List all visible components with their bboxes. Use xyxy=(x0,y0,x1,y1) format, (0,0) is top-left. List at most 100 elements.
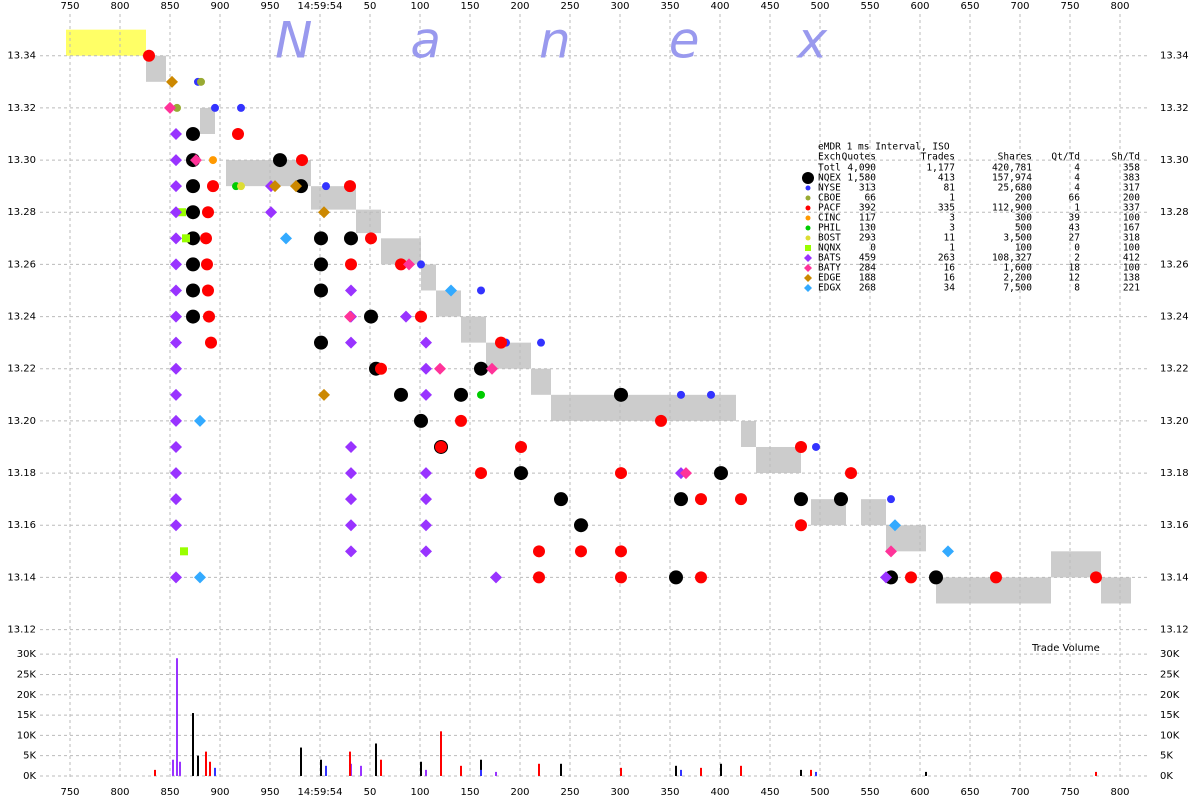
y-tick-label: 20K xyxy=(1160,690,1180,701)
y-tick-label: 25K xyxy=(17,669,37,680)
point xyxy=(273,153,287,168)
point xyxy=(435,440,447,453)
legend-cell: Totl xyxy=(818,163,841,174)
legend-cell: 500 xyxy=(1015,223,1032,234)
point xyxy=(845,467,857,480)
y-tick-label: 30K xyxy=(17,649,37,660)
x-tick-label: 300 xyxy=(610,1,629,12)
legend-cell: 1,580 xyxy=(847,173,876,184)
point xyxy=(170,154,182,167)
y-tick-label: 13.20 xyxy=(7,416,36,427)
point xyxy=(695,571,707,584)
nbbo-band xyxy=(461,316,486,343)
x-tick-label: 900 xyxy=(210,1,229,12)
legend-cell: 4 xyxy=(1074,173,1080,184)
legend-cell: 4,090 xyxy=(847,163,876,174)
x-tick-label: 450 xyxy=(760,1,779,12)
point xyxy=(674,492,688,507)
legend-cell: 27 xyxy=(1069,233,1080,244)
legend-cell: 39 xyxy=(1069,213,1081,224)
point xyxy=(211,103,219,112)
y-tick-label: 13.12 xyxy=(1160,625,1189,636)
point xyxy=(942,545,954,558)
point xyxy=(190,154,202,167)
point xyxy=(887,495,895,504)
point xyxy=(202,284,214,297)
legend-cell: PACF xyxy=(818,203,841,214)
volume-bar xyxy=(179,761,181,776)
point xyxy=(434,362,446,375)
legend-cell: CINC xyxy=(818,213,841,224)
y-tick-label: 13.16 xyxy=(7,520,36,531)
point xyxy=(170,362,182,375)
point xyxy=(344,310,356,323)
point xyxy=(237,182,245,191)
legend-marker xyxy=(802,172,814,184)
legend-cell: 188 xyxy=(859,273,876,284)
legend-header: Shares xyxy=(998,152,1032,163)
volume-bar xyxy=(154,769,156,776)
point xyxy=(537,338,545,347)
legend-cell: CBOE xyxy=(818,193,841,204)
point xyxy=(318,388,330,401)
point xyxy=(490,571,502,584)
legend-cell: 221 xyxy=(1123,283,1140,294)
point xyxy=(714,466,728,481)
legend-cell: PHIL xyxy=(818,223,841,234)
volume-bar xyxy=(1095,771,1097,776)
point xyxy=(695,493,707,506)
y-tick-label: 13.26 xyxy=(1160,259,1189,270)
x-tick-label: 900 xyxy=(210,787,229,798)
point xyxy=(345,284,357,297)
volume-bar xyxy=(440,731,442,776)
legend-header: Qt/Td xyxy=(1051,152,1080,163)
legend-cell: BOST xyxy=(818,233,841,244)
volume-bar xyxy=(680,769,682,776)
point xyxy=(615,571,627,584)
point xyxy=(574,518,588,533)
volume-bar xyxy=(720,763,722,776)
x-tick-label: 800 xyxy=(1110,1,1129,12)
x-tick-label: 500 xyxy=(810,1,829,12)
x-tick-label: 300 xyxy=(610,787,629,798)
nbbo-band xyxy=(356,209,381,234)
point xyxy=(194,414,206,427)
point xyxy=(314,335,328,350)
point xyxy=(414,413,428,428)
point xyxy=(201,258,213,271)
legend-cell: 413 xyxy=(938,173,955,184)
x-tick-label: 800 xyxy=(1110,787,1129,798)
point xyxy=(454,387,468,402)
point xyxy=(615,467,627,480)
volume-bar xyxy=(420,761,422,776)
legend-cell: 2 xyxy=(1074,253,1080,264)
x-tick-label: 700 xyxy=(1010,1,1029,12)
legend-marker xyxy=(805,245,811,251)
point xyxy=(170,258,182,271)
point xyxy=(554,492,568,507)
point xyxy=(403,258,415,271)
point xyxy=(314,283,328,298)
point xyxy=(170,336,182,349)
legend-marker xyxy=(805,235,811,241)
nbbo-band xyxy=(886,525,926,552)
volume-bar xyxy=(176,658,178,776)
nbbo-band xyxy=(311,186,356,210)
legend-marker xyxy=(805,225,811,231)
point xyxy=(735,493,747,506)
legend-cell: 317 xyxy=(1123,183,1140,194)
point xyxy=(232,127,244,140)
legend-cell: 3 xyxy=(949,223,955,234)
legend-cell: 392 xyxy=(859,203,876,214)
crossed-band xyxy=(66,29,146,56)
legend-cell: 358 xyxy=(1123,163,1140,174)
point xyxy=(680,467,692,480)
point xyxy=(290,180,302,193)
point xyxy=(812,442,820,451)
point xyxy=(203,310,215,323)
point xyxy=(677,390,685,399)
legend-cell: 335 xyxy=(938,203,955,214)
x-tick-label: 650 xyxy=(960,1,979,12)
y-tick-label: 13.26 xyxy=(7,259,36,270)
nbbo-band xyxy=(551,394,576,421)
